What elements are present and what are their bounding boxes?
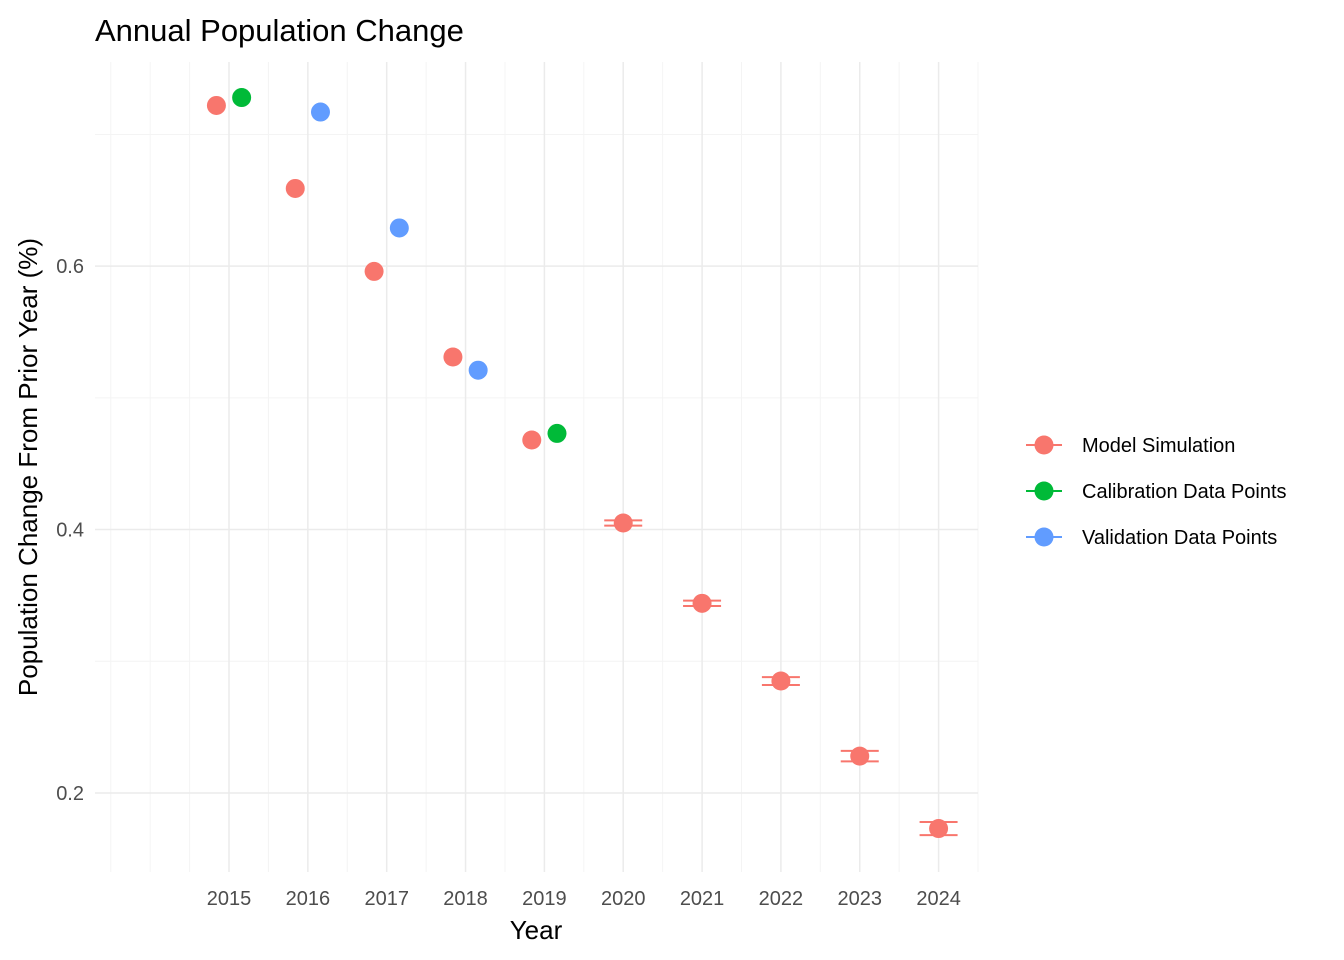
legend-label: Calibration Data Points [1082, 481, 1287, 503]
legend-key-point [1034, 527, 1054, 547]
y-axis-title: Population Change From Prior Year (%) [13, 238, 43, 696]
chart-title: Annual Population Change [95, 13, 464, 48]
legend: Model Simulation Calibration Data Points V… [1026, 435, 1287, 549]
x-axis-title: Year [510, 915, 563, 945]
data-point [468, 360, 488, 380]
x-tick-label: 2018 [443, 888, 488, 910]
data-point [232, 88, 252, 108]
legend-key-point [1034, 481, 1054, 501]
y-tick-label: 0.2 [56, 783, 84, 805]
data-points [206, 88, 949, 839]
data-point [692, 593, 712, 613]
x-tick-label: 2024 [916, 888, 961, 910]
data-point [771, 671, 791, 691]
legend-label: Model Simulation [1082, 435, 1235, 457]
x-tick-label: 2019 [522, 888, 567, 910]
data-point [310, 102, 330, 122]
x-axis-ticks: 2015 2016 2017 2018 2019 2020 2021 2022 2023 2024 [207, 888, 961, 910]
data-point [613, 513, 633, 533]
legend-key-point [1034, 435, 1054, 455]
data-point [364, 261, 384, 281]
y-axis-ticks: 0.2 0.4 0.6 [56, 256, 84, 805]
legend-label: Validation Data Points [1082, 527, 1277, 549]
x-tick-label: 2015 [207, 888, 252, 910]
x-tick-label: 2017 [364, 888, 409, 910]
x-tick-label: 2023 [837, 888, 882, 910]
data-point [285, 178, 305, 198]
x-tick-label: 2020 [601, 888, 646, 910]
plot-grid [95, 62, 979, 872]
data-point [850, 746, 870, 766]
y-tick-label: 0.6 [56, 256, 84, 278]
data-point [389, 218, 409, 238]
x-tick-label: 2021 [680, 888, 725, 910]
x-tick-label: 2022 [759, 888, 804, 910]
data-point [929, 819, 949, 839]
data-point [206, 95, 226, 115]
x-tick-label: 2016 [286, 888, 331, 910]
data-point [547, 423, 567, 443]
y-tick-label: 0.4 [56, 520, 84, 542]
data-point [443, 347, 463, 367]
data-point [522, 430, 542, 450]
